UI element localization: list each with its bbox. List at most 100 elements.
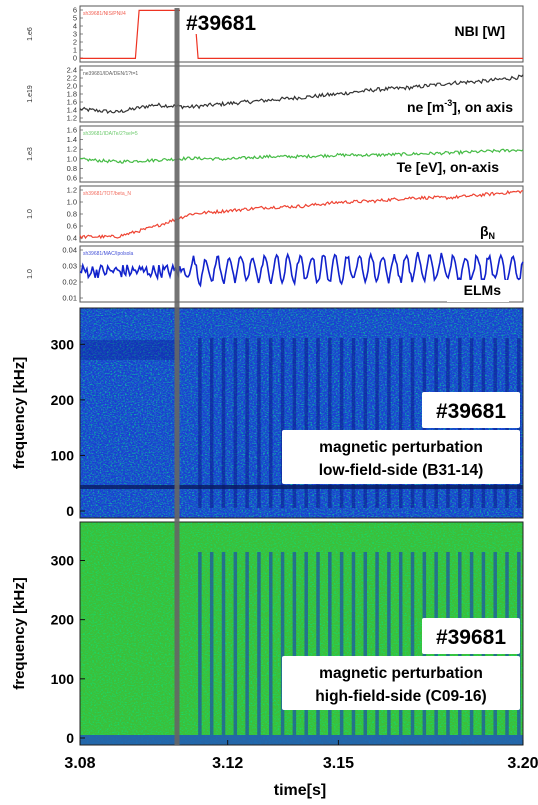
- elm-band: [410, 338, 415, 508]
- ytick-label: 0.8: [67, 164, 77, 173]
- ytick-label: 1.6: [67, 98, 77, 107]
- elm-band: [198, 552, 202, 735]
- elm-band: [351, 552, 356, 735]
- signal-tag: sh39681/IDA/Te/2?sel=5: [83, 131, 138, 137]
- ytick-label: 0: [73, 54, 77, 63]
- signal-tag: sh39681/TOT/beta_N: [83, 191, 131, 197]
- ytick-label: 2.0: [67, 82, 77, 91]
- spec-ytick-label: 100: [51, 671, 75, 687]
- elm-band: [280, 552, 285, 735]
- panel-frame: [79, 185, 524, 243]
- spec-ytick-label: 200: [51, 612, 75, 628]
- elm-band: [328, 552, 332, 735]
- panel-elms: 0.04 0.03 0.02 0.01 1.0 sh39681/MAC/Ipolsola E…: [27, 245, 524, 303]
- elm-band: [387, 338, 391, 508]
- ytick-label: 1.4: [67, 135, 77, 144]
- ytick-label: 1: [73, 46, 77, 55]
- ytick-label: 1.2: [67, 114, 77, 123]
- ytick-label: 0.01: [62, 294, 77, 303]
- elm-band: [257, 552, 261, 735]
- scale-label: 1.e6: [27, 27, 34, 41]
- elm-band: [375, 338, 379, 508]
- scale-label: 1.e19: [27, 85, 34, 103]
- elm-band: [209, 552, 214, 735]
- signal-tag: ne39681/IDA/DEN/1?t=1: [83, 71, 138, 77]
- spec1-caption1: magnetic perturbation: [319, 439, 483, 456]
- panel-beta: 1.2 1.0 0.8 0.6 0.4 1.0 sh39681/TOT/beta_N βN: [27, 185, 524, 243]
- elm-band: [328, 338, 332, 508]
- ytick-label: 1.2: [67, 186, 77, 195]
- ytick-label: 2: [73, 38, 77, 47]
- elm-band: [304, 552, 308, 735]
- panel-frame: [79, 5, 524, 63]
- trace-nbi: [80, 9, 523, 60]
- trace-ne: [79, 74, 524, 115]
- elm-band: [198, 338, 202, 508]
- spec2-annotations: #39681 magnetic perturbation high-field-…: [282, 618, 520, 710]
- ytick-label: 1.8: [67, 90, 77, 99]
- elm-band: [233, 552, 238, 735]
- elm-band: [316, 552, 320, 735]
- elm-band: [292, 552, 297, 735]
- elm-band: [221, 338, 226, 508]
- panel-ne: 2.42.22.01.81.61.41.2 1.e19 ne39681/IDA/DE…: [27, 65, 524, 123]
- panel-label: ne [m-3], on axis: [407, 98, 513, 115]
- spec-ytick-label: 300: [51, 553, 75, 569]
- ytick-label: 0.6: [67, 222, 77, 231]
- elm-band: [233, 338, 238, 508]
- scale-label: 1.0: [27, 209, 34, 219]
- ytick-label: 1.2: [67, 145, 77, 154]
- elm-band: [398, 338, 403, 508]
- elm-band: [304, 338, 308, 508]
- elm-band: [209, 338, 214, 508]
- spec2-caption2: high-field-side (C09-16): [315, 688, 486, 705]
- panel-label: βN: [480, 223, 495, 241]
- ytick-label: 0.6: [67, 174, 77, 183]
- ytick-label: 0.4: [67, 234, 77, 243]
- ytick-label: 1.4: [67, 106, 77, 115]
- ytick-label: 1.0: [67, 198, 77, 207]
- elm-band: [351, 338, 356, 508]
- xtick-label: 3.20: [507, 755, 538, 772]
- ytick-label: 5: [73, 14, 77, 23]
- spec-ylabel: frequency [kHz]: [11, 577, 28, 690]
- ytick-label: 4: [73, 22, 77, 31]
- elm-band: [363, 552, 368, 735]
- elm-band: [339, 552, 344, 735]
- ytick-label: 0.8: [67, 210, 77, 219]
- shot-number: #39681: [186, 12, 256, 35]
- elm-band: [280, 338, 285, 508]
- xtick-label: 3.15: [323, 755, 354, 772]
- scale-label: 1.e3: [27, 147, 34, 161]
- x-axis-label: time[s]: [274, 782, 326, 799]
- panel-label: NBI [W]: [454, 23, 505, 39]
- signal-tag: sh39681/MAC/Ipolsola: [83, 251, 134, 257]
- spec-ytick-label: 0: [66, 730, 74, 746]
- spec2-caption1: magnetic perturbation: [319, 665, 483, 682]
- elm-band: [221, 552, 226, 735]
- top-shot-label: #39681: [180, 8, 272, 35]
- panel-label: Te [eV], on-axis: [397, 159, 500, 175]
- elm-band: [292, 338, 297, 508]
- elm-band: [363, 338, 368, 508]
- spec-ytick-label: 200: [51, 392, 75, 408]
- signal-tag: sh39681/NIS/PNI/4: [83, 11, 126, 17]
- ytick-label: 2.4: [67, 66, 77, 75]
- elm-band: [387, 552, 391, 735]
- xtick-label: 3.12: [212, 755, 243, 772]
- spec-ylabel: frequency [kHz]: [11, 357, 28, 470]
- spec2-shot: #39681: [436, 626, 506, 649]
- trace-te: [79, 148, 524, 164]
- trace-beta: [79, 189, 524, 240]
- spec1-shot: #39681: [436, 400, 506, 423]
- spec1-caption2: low-field-side (B31-14): [319, 462, 484, 479]
- ytick-label: 0.04: [62, 246, 77, 255]
- x-axis: 3.08 3.12 3.15 3.20 time[s]: [64, 740, 538, 799]
- scale-label: 1.0: [27, 269, 34, 279]
- ytick-label: 1.0: [67, 154, 77, 163]
- ytick-label: 1.6: [67, 126, 77, 135]
- spec-ytick-label: 300: [51, 336, 75, 352]
